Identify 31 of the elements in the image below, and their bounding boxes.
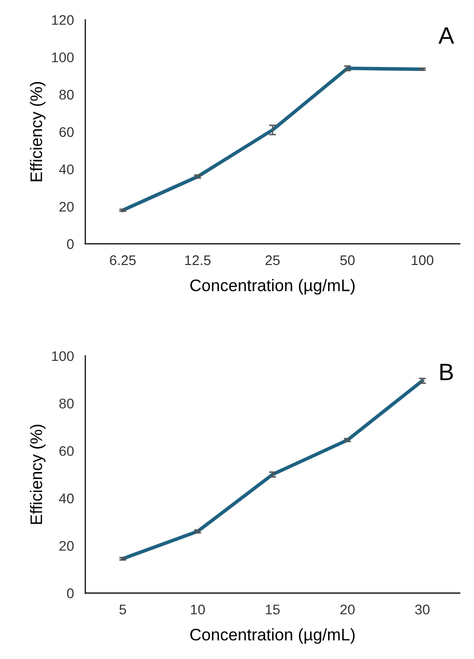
x-axis-title: Concentration (µg/mL) bbox=[190, 628, 355, 644]
y-axis-title: Efficiency (%) bbox=[30, 424, 46, 524]
annotation: A bbox=[438, 27, 454, 44]
y-tick-label: 60 bbox=[59, 127, 74, 137]
line-series bbox=[121, 379, 424, 560]
y-tick-label: 80 bbox=[59, 90, 74, 100]
y-tick-label: 100 bbox=[52, 52, 74, 62]
y-tick-label: 0 bbox=[67, 239, 74, 249]
y-tick-label: 40 bbox=[59, 494, 74, 504]
x-tick-label: 12.5 bbox=[185, 255, 211, 266]
annotation: B bbox=[440, 364, 453, 380]
x-tick-label: 50 bbox=[340, 255, 355, 266]
y-tick-label: 120 bbox=[52, 15, 74, 25]
x-tick-label: 20 bbox=[340, 604, 355, 614]
y-axis-title: Efficiency (%) bbox=[30, 82, 46, 182]
x-tick-label: 5 bbox=[119, 604, 126, 614]
y-tick-label: 0 bbox=[67, 588, 74, 598]
x-tick-label: 10 bbox=[190, 604, 205, 614]
y-tick-label: 60 bbox=[59, 446, 74, 456]
x-tick-label: 30 bbox=[415, 604, 430, 614]
y-tick-label: 80 bbox=[59, 398, 74, 408]
y-tick-label: 40 bbox=[59, 164, 74, 174]
y-tick-label: 20 bbox=[59, 202, 74, 212]
x-tick-label: 100 bbox=[412, 255, 434, 266]
y-tick-label: 20 bbox=[59, 540, 74, 551]
x-tick-label: 15 bbox=[266, 604, 280, 614]
y-tick-label: 100 bbox=[52, 351, 74, 362]
line-series bbox=[121, 66, 424, 212]
x-tick-label: 6.25 bbox=[110, 255, 136, 266]
x-axis-title: Concentration (µg/mL) bbox=[190, 279, 355, 295]
x-tick-label: 25 bbox=[266, 255, 280, 266]
